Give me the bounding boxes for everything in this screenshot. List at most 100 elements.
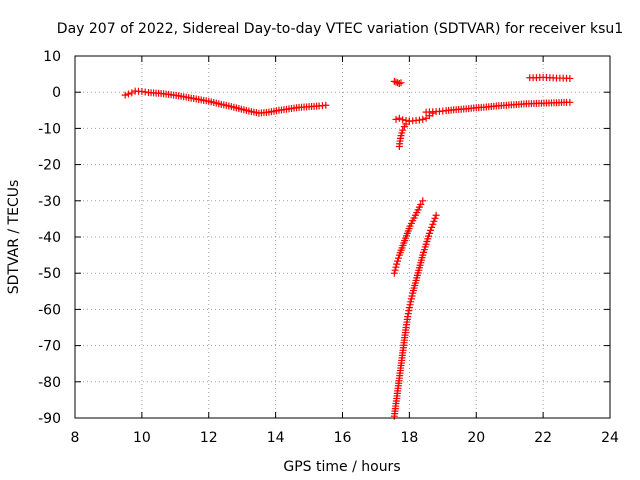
data-point-interp	[202, 97, 210, 105]
data-point-interp	[392, 263, 400, 271]
y-tick-label: -70	[38, 339, 61, 355]
series-arc-flat-17.7	[392, 109, 437, 125]
data-point-interp	[282, 105, 290, 113]
data-point-interp	[172, 91, 180, 99]
data-point	[390, 77, 398, 85]
data-point-interp	[549, 74, 557, 82]
data-point-interp	[415, 203, 423, 211]
grid-lines	[75, 56, 610, 418]
data-point	[566, 98, 574, 106]
data-point-interp	[421, 243, 429, 251]
data-point	[415, 116, 423, 124]
series-arc-late-high	[526, 73, 574, 82]
y-tick-label: -60	[38, 302, 61, 318]
data-point	[393, 260, 401, 268]
x-tick-label: 20	[467, 430, 485, 446]
x-tick-label: 16	[334, 430, 352, 446]
data-point-interp	[400, 339, 408, 347]
data-point-interp	[408, 292, 416, 300]
y-tick-label: 0	[52, 85, 61, 101]
data-point-interp	[313, 102, 321, 110]
x-tick-label: 10	[133, 430, 151, 446]
data-point-interp	[135, 87, 143, 95]
data-point-interp	[428, 223, 436, 231]
data-points	[121, 73, 574, 420]
y-tick-label: -40	[38, 230, 61, 246]
x-tick-labels: 8 10 12 14 16 18 20 22 24	[71, 430, 619, 446]
series-arc-steep-b	[390, 211, 440, 420]
data-point-interp	[400, 239, 408, 247]
y-tick-label: -20	[38, 158, 61, 174]
data-point	[432, 211, 440, 219]
data-point-interp	[394, 257, 402, 265]
data-point-interp	[425, 108, 433, 116]
y-axis-label: SDTVAR / TECUs	[6, 180, 22, 295]
x-tick-label: 24	[601, 430, 619, 446]
data-point-interp	[398, 129, 406, 137]
x-axis-label: GPS time / hours	[283, 459, 400, 475]
data-point-interp	[182, 93, 190, 101]
data-point-interp	[318, 102, 326, 110]
data-point-interp	[392, 402, 400, 410]
y-tick-label: 10	[43, 49, 61, 65]
data-point-interp	[413, 209, 421, 217]
data-point-interp	[425, 232, 433, 240]
data-point-interp	[402, 232, 410, 240]
data-point-interp	[430, 217, 438, 225]
data-point-interp	[394, 254, 402, 262]
y-tick-label: -50	[38, 266, 61, 282]
data-point-interp	[397, 134, 405, 142]
data-point-interp	[405, 225, 413, 233]
y-tick-label: -10	[38, 121, 61, 137]
data-point-interp	[431, 214, 439, 222]
data-point-interp	[162, 90, 170, 98]
data-point	[419, 115, 427, 123]
data-point-interp	[397, 246, 405, 254]
data-point	[395, 114, 403, 122]
data-point-interp	[556, 74, 564, 82]
y-tick-label: -90	[38, 411, 61, 427]
series-arc-steep-a	[390, 197, 427, 277]
data-point-interp	[402, 326, 410, 334]
data-point-interp	[410, 214, 418, 222]
data-point-interp	[563, 74, 571, 82]
data-point-interp	[262, 108, 270, 116]
data-point	[390, 269, 398, 277]
data-point-interp	[405, 307, 413, 315]
x-tick-label: 12	[200, 430, 218, 446]
data-point	[429, 220, 437, 228]
series-arc-main-morning	[121, 87, 330, 117]
y-tick-labels: 10 0 -10 -20 -30 -40 -50 -60 -70 -80 -90	[38, 49, 61, 427]
data-point-interp	[391, 266, 399, 274]
data-point-interp	[432, 108, 440, 116]
data-point-interp	[272, 107, 280, 115]
data-point-interp	[560, 98, 568, 106]
data-point	[392, 78, 400, 86]
data-point-interp	[393, 389, 401, 397]
data-point-interp	[398, 351, 406, 359]
data-point	[128, 89, 136, 97]
x-tick-label: 22	[534, 430, 552, 446]
y-tick-label: -80	[38, 375, 61, 391]
data-point-interp	[439, 107, 447, 115]
series-arc-dip-17.7	[395, 117, 413, 150]
data-point-interp	[125, 90, 132, 98]
data-point-interp	[403, 315, 411, 323]
x-tick-label: 18	[400, 430, 418, 446]
data-point-interp	[242, 106, 250, 114]
data-point-interp	[427, 226, 435, 234]
data-point-interp	[192, 95, 200, 103]
data-point-interp	[141, 88, 149, 96]
data-point-interp	[407, 219, 415, 227]
x-tick-label: 14	[267, 430, 285, 446]
series-arc-afternoon	[422, 98, 574, 116]
data-point	[121, 91, 129, 99]
data-point	[399, 116, 407, 124]
data-point-interp	[397, 364, 405, 372]
data-point	[419, 197, 427, 205]
data-point-interp	[529, 74, 537, 82]
data-point	[397, 79, 405, 87]
data-point-interp	[536, 74, 544, 82]
data-point-interp	[415, 266, 423, 274]
